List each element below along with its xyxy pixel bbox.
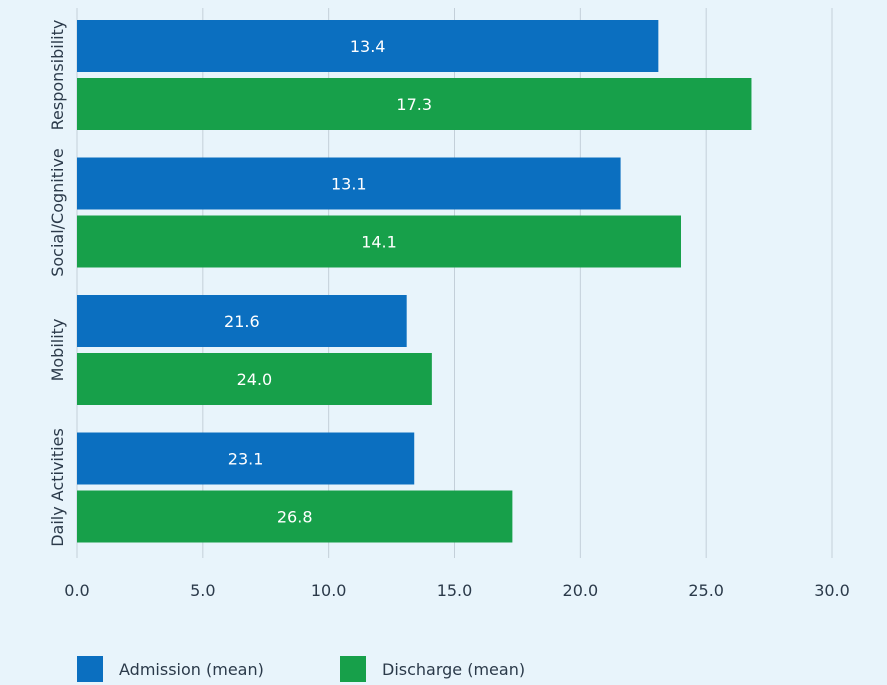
bar-discharge bbox=[77, 78, 752, 130]
x-tick-labels: 0.0 5.0 10.0 15.0 20.0 25.0 30.0 bbox=[64, 581, 850, 600]
bar-data-label: 26.8 bbox=[277, 508, 313, 527]
x-tick-label: 0.0 bbox=[64, 581, 89, 600]
x-tick-label: 25.0 bbox=[688, 581, 724, 600]
legend: Admission (mean) Discharge (mean) bbox=[77, 656, 525, 682]
x-tick-label: 15.0 bbox=[437, 581, 473, 600]
category-label: Social/Cognitive bbox=[48, 148, 67, 277]
bar-discharge bbox=[77, 490, 513, 543]
legend-swatch bbox=[340, 656, 366, 682]
category-label: Daily Activities bbox=[48, 428, 67, 547]
category-labels: Responsibility Social/Cognitive Mobility Da… bbox=[48, 20, 67, 547]
bar-data-label: 13.4 bbox=[350, 37, 386, 56]
bar-data-label: 23.1 bbox=[228, 450, 264, 469]
legend-label: Discharge (mean) bbox=[382, 660, 525, 679]
category-label: Responsibility bbox=[48, 20, 67, 131]
bars: 13.4 17.3 13.1 14.1 21.6 24.0 23.1 26.8 bbox=[77, 20, 752, 543]
bar-data-label: 17.3 bbox=[396, 95, 432, 114]
x-tick-label: 5.0 bbox=[190, 581, 215, 600]
bar-admission bbox=[77, 157, 621, 210]
bar-data-label: 14.1 bbox=[361, 233, 397, 252]
category-label: Mobility bbox=[48, 319, 67, 382]
bar-data-label: 24.0 bbox=[237, 370, 273, 389]
x-tick-label: 30.0 bbox=[814, 581, 850, 600]
bar-admission bbox=[77, 295, 407, 347]
legend-swatch bbox=[77, 656, 103, 682]
x-tick-label: 10.0 bbox=[311, 581, 347, 600]
bar-discharge bbox=[77, 353, 432, 405]
bar-admission bbox=[77, 432, 415, 485]
legend-label: Admission (mean) bbox=[119, 660, 264, 679]
x-tick-label: 20.0 bbox=[563, 581, 599, 600]
bar-discharge bbox=[77, 215, 681, 268]
bar-data-label: 13.1 bbox=[331, 175, 367, 194]
bar-data-label: 21.6 bbox=[224, 312, 260, 331]
bar-admission bbox=[77, 20, 659, 72]
